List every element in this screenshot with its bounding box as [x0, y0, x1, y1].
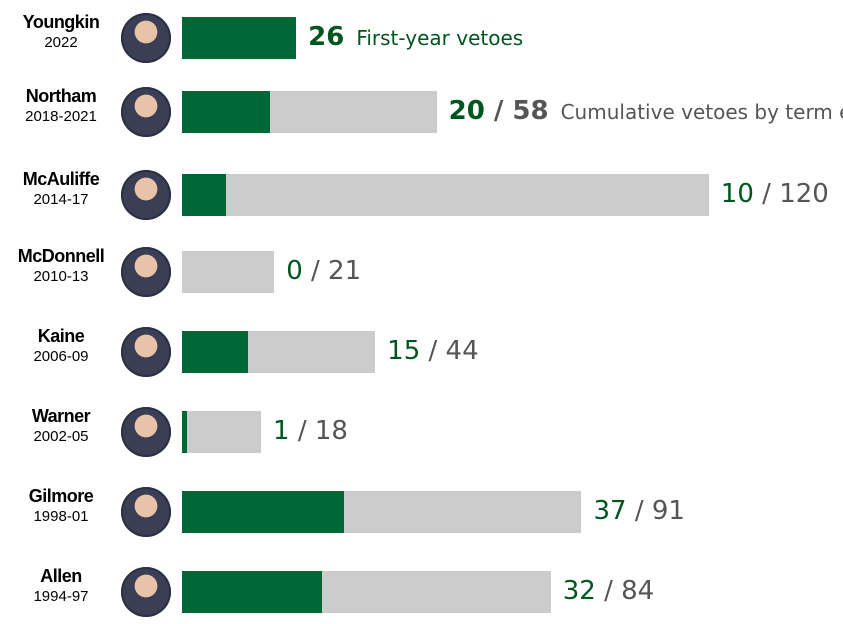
separator: /: [302, 256, 329, 286]
governor-years: 2014-17: [33, 191, 89, 208]
cumulative-value: 18: [314, 416, 348, 446]
governor-row: McDonnell 2010-13 0 / 21: [0, 242, 843, 302]
cumulative-value: 91: [651, 496, 685, 526]
governor-years: 1998-01: [33, 508, 89, 525]
governor-portrait-icon: [121, 87, 171, 137]
separator: /: [420, 336, 446, 366]
governor-name: McDonnell: [17, 246, 105, 266]
governor-portrait-icon: [121, 567, 171, 617]
separator: /: [753, 179, 780, 209]
governor-portrait-icon: [121, 407, 171, 457]
bar-value-label: 1 / 18: [273, 416, 348, 446]
cumulative-value: 21: [328, 256, 362, 286]
first-year-legend-label: First-year vetoes: [356, 26, 524, 50]
governor-name: McAuliffe: [22, 169, 100, 189]
separator: /: [289, 416, 315, 446]
governor-name: Kaine: [37, 326, 85, 346]
first-year-value: 10: [720, 179, 754, 209]
cumulative-value: 44: [445, 336, 479, 366]
bar-value-label: 37 / 91: [593, 496, 684, 526]
first-year-veto-bar: [182, 17, 297, 59]
first-year-value: 37: [593, 496, 627, 526]
governor-portrait-icon: [121, 247, 171, 297]
governor-name: Allen: [40, 566, 82, 586]
cumulative-legend-label: Cumulative vetoes by term end: [560, 100, 843, 124]
cumulative-value: 58: [512, 96, 549, 126]
governor-portrait-icon: [121, 13, 171, 63]
governor-name: Warner: [31, 406, 91, 426]
first-year-veto-bar: [182, 491, 345, 533]
governor-row: Northam 2018-2021 20 / 58 Cumulative vetoes…: [0, 82, 843, 142]
governor-years: 2006-09: [33, 348, 89, 365]
first-year-veto-bar: [182, 174, 226, 216]
first-year-value: 32: [562, 576, 596, 606]
governor-years: 2018-2021: [25, 108, 97, 125]
first-year-veto-bar: [182, 571, 323, 613]
governor-name: Gilmore: [28, 486, 94, 506]
governor-portrait-icon: [121, 327, 171, 377]
governor-portrait-icon: [121, 487, 171, 537]
first-year-veto-bar: [182, 331, 248, 373]
bar-value-label: 26 First-year vetoes: [308, 22, 523, 52]
cumulative-value: 84: [621, 576, 655, 606]
separator: /: [484, 96, 513, 126]
cumulative-veto-bar: [182, 411, 262, 453]
governor-years: 1994-97: [33, 588, 89, 605]
separator: /: [595, 576, 622, 606]
governor-years: 2010-13: [33, 268, 89, 285]
governor-row: Gilmore 1998-01 37 / 91: [0, 482, 843, 542]
separator: /: [626, 496, 652, 526]
cumulative-veto-bar: [182, 251, 275, 293]
governor-row: Youngkin 2022 26 First-year vetoes: [0, 8, 843, 68]
cumulative-veto-bar: [182, 174, 709, 216]
first-year-veto-bar: [182, 411, 187, 453]
first-year-value: 1: [273, 416, 290, 446]
first-year-value: 0: [286, 256, 303, 286]
first-year-value: 15: [387, 336, 421, 366]
governor-years: 2022: [44, 34, 78, 51]
governor-portrait-icon: [121, 170, 171, 220]
governor-years: 2002-05: [33, 428, 89, 445]
bar-value-label: 20 / 58 Cumulative vetoes by term end: [449, 96, 843, 126]
cumulative-value: 120: [779, 179, 829, 209]
governor-name: Youngkin: [22, 12, 100, 32]
bar-value-label: 15 / 44: [387, 336, 478, 366]
bar-value-label: 0 / 21: [286, 256, 361, 286]
first-year-veto-bar: [182, 91, 270, 133]
governor-row: McAuliffe 2014-17 10 / 120: [0, 165, 843, 225]
governor-name: Northam: [25, 86, 97, 106]
bar-value-label: 10 / 120: [721, 179, 829, 209]
first-year-value: 20: [448, 96, 485, 126]
governor-row: Kaine 2006-09 15 / 44: [0, 322, 843, 382]
first-year-value: 26: [308, 22, 345, 52]
governor-row: Allen 1994-97 32 / 84: [0, 562, 843, 622]
bar-value-label: 32 / 84: [563, 576, 654, 606]
governor-row: Warner 2002-05 1 / 18: [0, 402, 843, 462]
